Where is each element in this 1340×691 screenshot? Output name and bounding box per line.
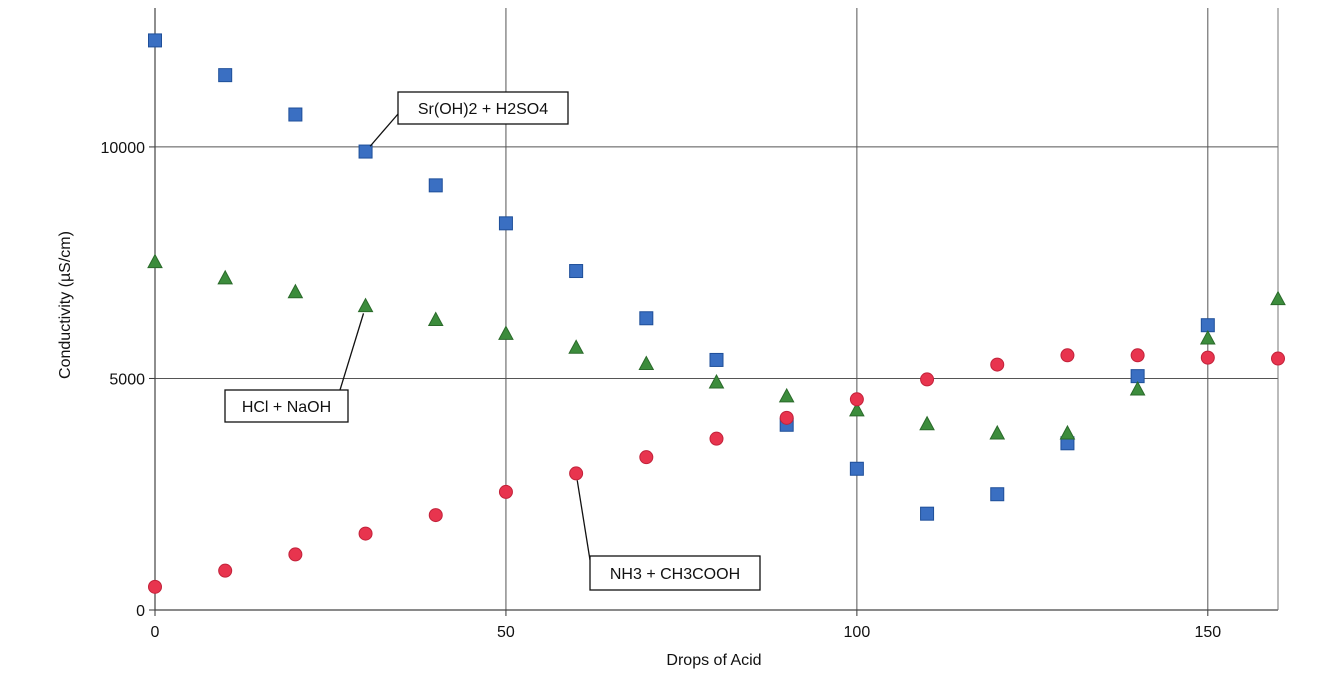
circle-point xyxy=(709,431,724,446)
square-point xyxy=(288,107,303,122)
callout-2: HCl + NaOH xyxy=(224,313,365,423)
square-point xyxy=(358,144,373,159)
callout-leader-line xyxy=(576,480,591,561)
triangle-point xyxy=(989,424,1006,440)
square-point xyxy=(498,216,513,231)
y-tick-label: 5000 xyxy=(109,371,145,388)
x-axis-title: Drops of Acid xyxy=(666,652,761,669)
callouts: Sr(OH)2 + H2SO4 HCl + NaOH NH3 + CH3COOH xyxy=(224,91,761,591)
series-group xyxy=(148,33,1215,521)
series-group xyxy=(147,253,1286,440)
x-tick-label: 150 xyxy=(1194,624,1221,641)
circle-point xyxy=(1060,348,1075,363)
callout-label: HCl + NaOH xyxy=(242,399,331,416)
y-axis-title: Conductivity (µS/cm) xyxy=(57,231,74,379)
square-point xyxy=(1130,369,1145,384)
triangle-point xyxy=(217,269,234,285)
series-group xyxy=(148,348,1285,594)
square-point xyxy=(148,33,162,48)
circle-point xyxy=(920,372,935,387)
x-tick-label: 100 xyxy=(844,624,871,641)
y-tick-label: 0 xyxy=(136,603,145,620)
square-point xyxy=(218,68,233,83)
circle-point xyxy=(779,410,794,425)
triangle-point xyxy=(357,297,374,313)
circle-point xyxy=(569,466,584,481)
circle-point xyxy=(358,526,373,541)
callout-label: NH3 + CH3COOH xyxy=(610,566,740,583)
circle-point xyxy=(148,579,162,594)
triangle-point xyxy=(147,253,163,269)
triangle-point xyxy=(427,311,444,327)
square-point xyxy=(709,352,724,367)
plot-frame xyxy=(154,8,1279,611)
triangle-point xyxy=(498,325,514,340)
square-point xyxy=(1200,318,1215,333)
circle-point xyxy=(990,357,1005,372)
callout-box xyxy=(397,91,569,125)
circle-point xyxy=(428,508,443,523)
triangle-point xyxy=(638,355,655,371)
circle-point xyxy=(498,484,513,499)
triangle-point xyxy=(849,401,865,417)
triangle-point xyxy=(1270,290,1286,306)
callout-leader-line xyxy=(369,113,399,147)
data-points xyxy=(147,33,1286,594)
triangle-point xyxy=(919,415,935,431)
circle-point xyxy=(1130,348,1145,363)
triangle-point xyxy=(708,373,725,389)
triangle-point xyxy=(1059,424,1076,440)
callout-box xyxy=(224,389,349,423)
circle-point xyxy=(639,450,654,465)
callout-3: NH3 + CH3COOH xyxy=(576,480,761,591)
circle-point xyxy=(218,563,233,578)
circle-point xyxy=(849,392,864,407)
grid-layer xyxy=(149,8,1278,616)
circle-point xyxy=(288,547,303,562)
circle-point xyxy=(1271,351,1285,366)
square-point xyxy=(849,461,864,476)
triangle-point xyxy=(568,339,584,354)
y-tick-label: 10000 xyxy=(101,140,146,157)
callout-label: Sr(OH)2 + H2SO4 xyxy=(418,101,548,118)
square-point xyxy=(569,264,584,279)
callout-1: Sr(OH)2 + H2SO4 xyxy=(369,91,569,147)
circle-point xyxy=(1200,350,1215,365)
triangle-point xyxy=(287,283,304,299)
square-point xyxy=(639,311,654,326)
tick-labels: 0 50 100 150 0 5000 10000 xyxy=(101,140,1222,641)
x-tick-label: 50 xyxy=(497,624,515,641)
callout-leader-line xyxy=(339,313,365,391)
square-point xyxy=(990,487,1005,502)
callout-box xyxy=(589,555,761,591)
square-point xyxy=(428,178,443,193)
triangle-point xyxy=(1129,380,1146,396)
triangle-point xyxy=(1199,329,1216,345)
triangle-point xyxy=(778,387,795,403)
x-tick-label: 0 xyxy=(151,624,160,641)
square-point xyxy=(920,506,935,521)
